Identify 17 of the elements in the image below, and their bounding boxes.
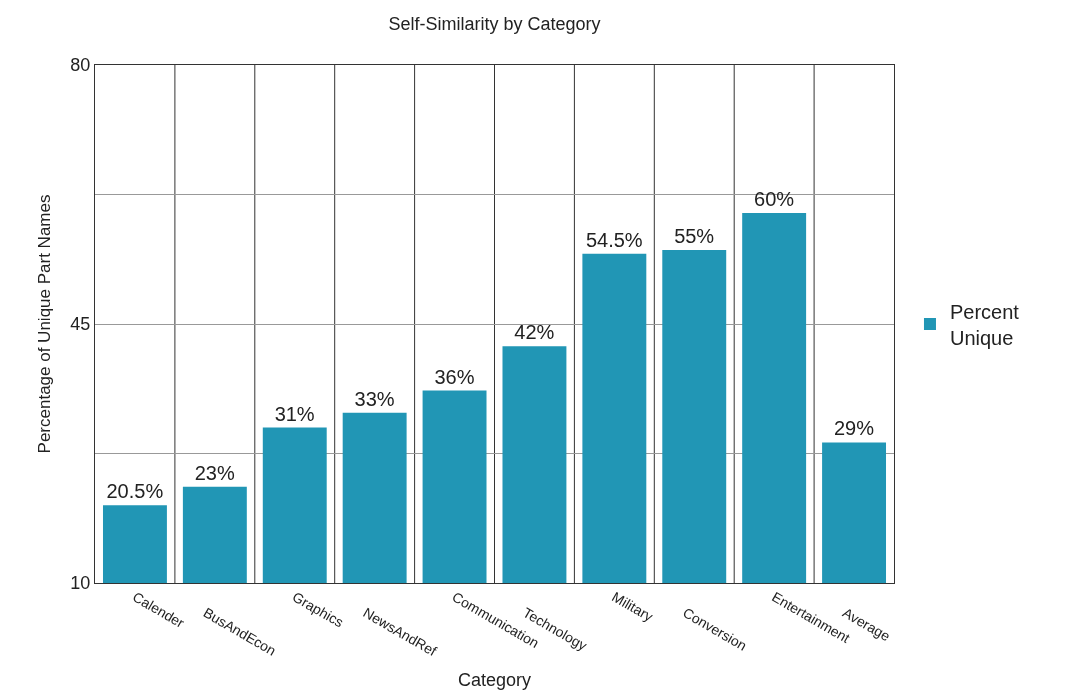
data-label: 36%	[434, 365, 475, 388]
data-label: 54.5%	[585, 228, 643, 251]
data-label: 60%	[754, 188, 795, 210]
data-label: 31%	[274, 402, 315, 425]
data-label: 33%	[354, 387, 395, 410]
y-tick-label: 80	[70, 55, 91, 76]
y-axis-title: Percentage of Unique Part Names	[34, 194, 54, 454]
data-label: 20.5%	[106, 480, 164, 503]
chart-title: Self-Similarity by Category	[388, 14, 601, 35]
y-tick-label: 45	[70, 314, 91, 335]
legend-label: Percent Unique	[949, 300, 1020, 349]
data-label: 23%	[194, 461, 235, 484]
data-label: 42%	[514, 321, 555, 344]
data-label: 55%	[674, 225, 715, 247]
x-axis-title: Category	[457, 670, 532, 691]
y-tick-label: 10	[70, 573, 91, 594]
data-label: 29%	[833, 417, 875, 440]
